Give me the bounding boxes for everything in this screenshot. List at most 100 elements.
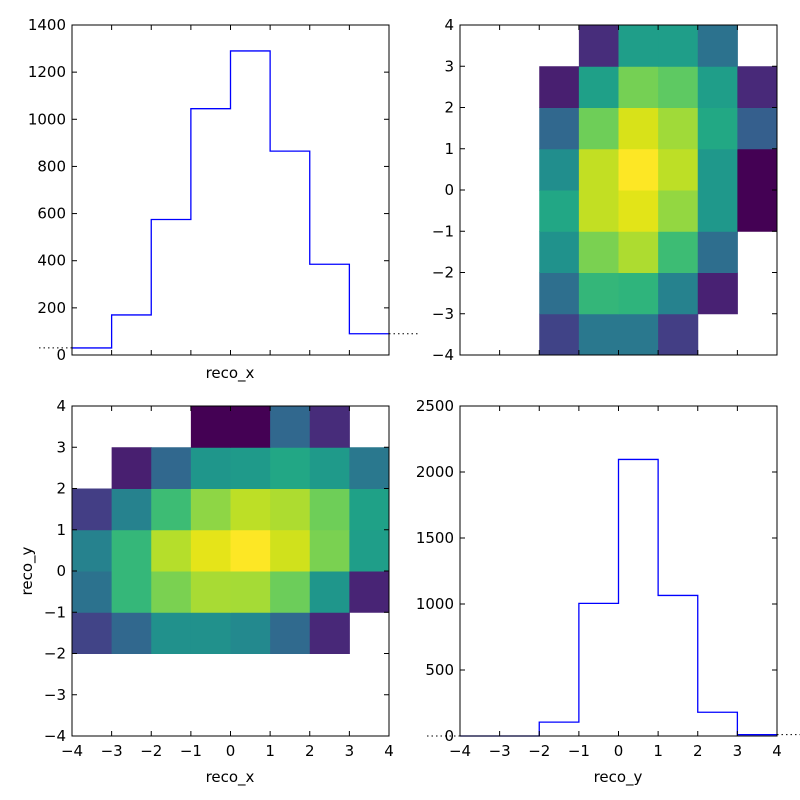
heatmap-cell bbox=[618, 107, 659, 150]
x-axis-label: reco_x bbox=[206, 768, 255, 787]
heatmap-cell bbox=[190, 529, 231, 572]
heatmap-cell bbox=[697, 148, 738, 191]
heatmap-cell bbox=[151, 447, 192, 489]
y-tick-label: 0 bbox=[56, 346, 66, 364]
heatmap-cell bbox=[270, 488, 311, 531]
x-tick-label: −1 bbox=[568, 742, 590, 760]
heatmap-cell bbox=[658, 25, 699, 67]
y-tick-label: 200 bbox=[37, 299, 66, 317]
y-tick-label: 2500 bbox=[416, 397, 454, 415]
x-tick-label: 1 bbox=[265, 742, 275, 760]
heatmap-cell bbox=[578, 25, 619, 67]
heatmap-cell bbox=[578, 107, 619, 150]
heatmap-cell bbox=[349, 529, 390, 572]
x-tick-label: −2 bbox=[528, 742, 550, 760]
heatmap-cell bbox=[697, 231, 738, 273]
heatmap-cell bbox=[737, 66, 778, 108]
heatmap-cell bbox=[618, 66, 659, 108]
heatmap-cell bbox=[111, 612, 152, 654]
heatmap-cell bbox=[230, 571, 271, 613]
y-ticks: 0 200 400 600 800 1000 1200 1400 bbox=[28, 16, 389, 364]
x-ticks: −4 −3 −2 −1 0 1 2 3 4 bbox=[61, 406, 394, 760]
y-tick-label: −2 bbox=[432, 264, 454, 282]
y-axis-label: reco_y bbox=[18, 546, 37, 595]
x-tick-label: −1 bbox=[180, 742, 202, 760]
y-tick-label: 1000 bbox=[416, 595, 454, 613]
x-ticks: −4 −3 −2 −1 0 1 2 3 4 bbox=[449, 406, 782, 760]
heatmap-cell bbox=[578, 231, 619, 273]
heatmap-cell bbox=[349, 488, 390, 531]
heatmap-cell bbox=[151, 488, 192, 531]
y-tick-label: 1000 bbox=[28, 110, 66, 128]
heatmap-cell bbox=[72, 529, 113, 572]
y-tick-label: 3 bbox=[56, 438, 66, 456]
x-tick-label: 4 bbox=[772, 742, 782, 760]
heatmap-cell bbox=[230, 612, 271, 654]
y-tick-label: 500 bbox=[425, 661, 454, 679]
heatmap-cell bbox=[309, 612, 350, 654]
y-tick-label: −3 bbox=[432, 305, 454, 323]
histogram-step-line bbox=[72, 50, 389, 349]
heatmap-cell bbox=[309, 447, 350, 489]
heatmap-cell bbox=[697, 25, 738, 67]
y-tick-label: 800 bbox=[37, 157, 66, 175]
x-tick-label: 1 bbox=[653, 742, 663, 760]
heatmap-cell bbox=[737, 107, 778, 150]
panel-reco-x-histogram: 0 200 400 600 800 1000 1200 1400 reco_x bbox=[28, 16, 419, 383]
heatmap-cell bbox=[618, 272, 659, 315]
heatmap-cell bbox=[697, 272, 738, 315]
x-tick-label: −2 bbox=[140, 742, 162, 760]
heatmap-cell bbox=[111, 447, 152, 489]
y-tick-label: 0 bbox=[444, 181, 454, 199]
heatmap-cell bbox=[270, 447, 311, 489]
heatmap-cell bbox=[658, 107, 699, 150]
heatmap-cell bbox=[539, 272, 580, 315]
y-tick-label: 400 bbox=[37, 252, 66, 270]
heatmap-cell bbox=[190, 571, 231, 613]
heatmap-cell bbox=[539, 107, 580, 150]
heatmap-cell bbox=[230, 488, 271, 531]
heatmap-cell bbox=[737, 148, 778, 191]
x-ticks bbox=[459, 25, 778, 355]
x-tick-label: −3 bbox=[101, 742, 123, 760]
heatmap-cell bbox=[658, 66, 699, 108]
heatmap-cell bbox=[230, 406, 271, 448]
y-tick-label: 3 bbox=[444, 57, 454, 75]
heatmap-cell bbox=[309, 529, 350, 572]
histogram-step-group bbox=[427, 458, 800, 737]
x-tick-label: 3 bbox=[733, 742, 743, 760]
x-tick-label: 0 bbox=[226, 742, 236, 760]
y-tick-label: 0 bbox=[56, 562, 66, 580]
heatmap-cell bbox=[349, 571, 390, 613]
x-ticks bbox=[71, 25, 390, 355]
y-tick-label: 0 bbox=[444, 727, 454, 745]
heatmap-cell bbox=[737, 190, 778, 232]
y-tick-label: 1500 bbox=[416, 529, 454, 547]
heatmap-cell bbox=[697, 190, 738, 232]
y-tick-label: −3 bbox=[44, 686, 66, 704]
x-axis-label: reco_y bbox=[594, 768, 643, 787]
y-tick-label: 2 bbox=[444, 99, 454, 117]
x-tick-label: 3 bbox=[345, 742, 355, 760]
heatmap-cell bbox=[72, 612, 113, 654]
x-tick-label: 2 bbox=[693, 742, 703, 760]
heatmap-cell bbox=[72, 571, 113, 613]
y-tick-label: −4 bbox=[432, 346, 454, 364]
heatmap-cell bbox=[658, 272, 699, 315]
y-tick-label: −1 bbox=[432, 222, 454, 240]
heatmap-cell bbox=[618, 25, 659, 67]
y-tick-label: 1400 bbox=[28, 16, 66, 34]
heatmap-cell bbox=[697, 107, 738, 150]
y-tick-label: 1 bbox=[444, 140, 454, 158]
y-ticks: −4 −3 −2 −1 0 1 2 3 4 bbox=[44, 397, 389, 745]
y-tick-label: 2 bbox=[56, 480, 66, 498]
x-axis-label: reco_x bbox=[206, 364, 255, 383]
histogram-step-line bbox=[460, 458, 777, 737]
heatmap-cell bbox=[230, 447, 271, 489]
y-tick-label: −1 bbox=[44, 603, 66, 621]
heatmap-cells bbox=[72, 406, 390, 654]
heatmap-cell bbox=[72, 488, 113, 531]
heatmap-cell bbox=[658, 148, 699, 191]
heatmap-cell bbox=[697, 66, 738, 108]
